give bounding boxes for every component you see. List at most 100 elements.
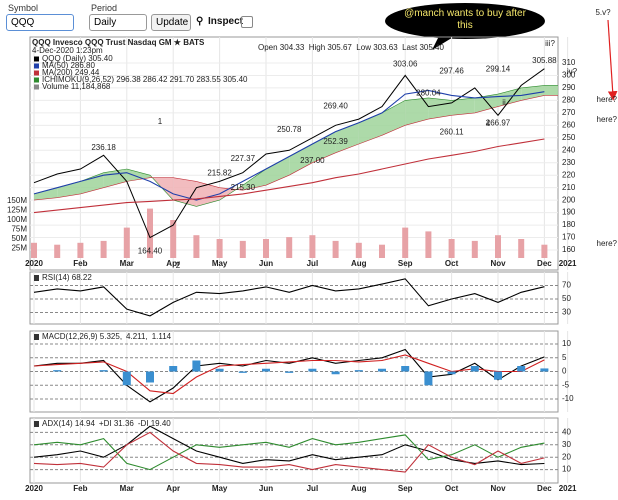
x-tick-label: Oct bbox=[445, 259, 459, 268]
x-tick-label: Aug bbox=[351, 484, 367, 493]
x-tick-label: Dec bbox=[537, 259, 552, 268]
x-tick-label: Jul bbox=[307, 259, 319, 268]
histogram-bar bbox=[146, 371, 154, 383]
ichimoku-cloud bbox=[33, 85, 558, 207]
cloud-segment bbox=[266, 156, 290, 186]
volume-bar bbox=[495, 235, 501, 258]
x-tick-label: Nov bbox=[490, 484, 506, 493]
y-tick-label: 10 bbox=[562, 465, 571, 474]
y-tick-label: 270 bbox=[562, 108, 576, 117]
histogram-bar bbox=[331, 371, 340, 375]
histogram-bar bbox=[470, 366, 479, 372]
y-tick-label: 0 bbox=[562, 367, 567, 376]
x-tick-label: Oct bbox=[445, 484, 459, 493]
volume-bar bbox=[54, 244, 61, 258]
cloud-segment bbox=[428, 97, 452, 120]
price-annotation: 303.06 bbox=[393, 60, 418, 69]
inspect-checkbox[interactable] bbox=[241, 16, 253, 28]
x-tick-label: May bbox=[212, 484, 228, 493]
volume-bar bbox=[425, 231, 432, 258]
x-tick-label: Jun bbox=[259, 484, 273, 493]
y-tick-label: 190 bbox=[562, 208, 576, 217]
wave-label: ii bbox=[502, 98, 506, 107]
y-tick-label: 300 bbox=[562, 71, 576, 80]
price-annotation: 227.37 bbox=[231, 154, 256, 163]
legend-entry: ICHIMOKU(9,26,52) 296.38 286.42 291.70 2… bbox=[42, 75, 248, 84]
price-annotation: 164.40 bbox=[138, 247, 163, 256]
cloud-segment bbox=[451, 97, 475, 116]
inspect-icon: ⚲ bbox=[196, 16, 204, 27]
volume-tick-label: 150M bbox=[7, 196, 27, 205]
legend-swatch bbox=[34, 84, 39, 90]
legend-entry: Volume 11,184,868 bbox=[42, 82, 111, 91]
x-tick-label: Apr bbox=[166, 484, 180, 493]
y-tick-label: 20 bbox=[562, 452, 571, 461]
price-annotation: 269.40 bbox=[323, 102, 348, 111]
price-annotation: 236.18 bbox=[91, 143, 116, 152]
cloud-segment bbox=[103, 168, 127, 188]
cloud-segment bbox=[312, 131, 336, 163]
chart-title: QQQ Invesco QQQ Trust Nasdaq GM ★ BATS bbox=[32, 38, 205, 47]
y-tick-label: 210 bbox=[562, 183, 576, 192]
cloud-segment bbox=[289, 144, 313, 176]
cloud-segment bbox=[173, 177, 197, 207]
span-b-line bbox=[33, 95, 558, 201]
legend-entry: MACD(12,26,9) 5.325, bbox=[42, 332, 122, 341]
cloud-segment bbox=[382, 100, 406, 136]
y-tick-label: 220 bbox=[562, 170, 576, 179]
legend-entry: MA(50) 286.80 bbox=[42, 61, 95, 70]
series-line bbox=[33, 138, 545, 214]
inspect-label: Inspect bbox=[208, 16, 244, 27]
x-tick-label: Mar bbox=[120, 484, 134, 493]
period-select[interactable]: Daily bbox=[89, 14, 147, 31]
price-annotation: 215.30 bbox=[231, 183, 256, 192]
price-annotation: 260.11 bbox=[440, 127, 464, 136]
legend-entry: 4.211, bbox=[126, 332, 148, 341]
volume-tick-label: 125M bbox=[7, 206, 27, 215]
y-tick-label: 200 bbox=[562, 195, 576, 204]
y-tick-label: 170 bbox=[562, 233, 576, 242]
histogram-bar bbox=[169, 366, 178, 372]
x-tick-label: Dec bbox=[537, 484, 552, 493]
update-button[interactable]: Update bbox=[151, 14, 191, 31]
histogram-bar bbox=[447, 371, 456, 375]
legend-swatch bbox=[34, 77, 39, 83]
histogram-bar bbox=[215, 368, 224, 372]
histogram-bar bbox=[424, 371, 433, 386]
cloud-segment bbox=[335, 122, 359, 153]
x-tick-label: 2020 bbox=[25, 259, 43, 268]
y-tick-label: 230 bbox=[562, 158, 576, 167]
series-line bbox=[33, 89, 545, 201]
cloud-segment bbox=[405, 97, 429, 126]
price-annotation: 237.00 bbox=[300, 156, 325, 165]
wave-label: here? bbox=[597, 95, 618, 104]
series-line bbox=[33, 434, 545, 471]
x-tick-label: Mar bbox=[120, 259, 134, 268]
price-annotation: 297.46 bbox=[439, 67, 464, 76]
histogram-bar bbox=[122, 371, 131, 386]
series-line bbox=[33, 425, 545, 466]
x-tick-label: 2021 bbox=[559, 259, 577, 268]
y-tick-label: -5 bbox=[562, 380, 570, 389]
wave-label: iv? bbox=[567, 67, 578, 76]
cloud-segment bbox=[196, 181, 220, 207]
y-tick-label: 70 bbox=[562, 281, 571, 290]
chart-date: 4-Dec-2020 1:23pm bbox=[32, 46, 103, 55]
volume-tick-label: 100M bbox=[7, 215, 27, 224]
y-tick-label: 310 bbox=[562, 58, 576, 67]
wave-label: 5.v? bbox=[595, 8, 611, 17]
chart-quote: Open 304.33 High 305.67 Low 303.63 Last … bbox=[258, 43, 444, 52]
x-tick-label: 2021 bbox=[559, 484, 577, 493]
y-tick-label: 30 bbox=[562, 440, 571, 449]
legend-swatch bbox=[34, 334, 39, 340]
x-tick-label: 2020 bbox=[25, 484, 43, 493]
y-tick-label: 160 bbox=[562, 245, 576, 254]
wave-label: here? bbox=[597, 239, 618, 248]
symbol-input[interactable]: QQQ bbox=[6, 14, 74, 31]
series-line bbox=[33, 68, 545, 239]
panel-frame bbox=[29, 36, 559, 271]
wave-label: iii? bbox=[545, 39, 555, 48]
legend-swatch bbox=[34, 70, 39, 76]
period-label: Period bbox=[91, 3, 118, 13]
